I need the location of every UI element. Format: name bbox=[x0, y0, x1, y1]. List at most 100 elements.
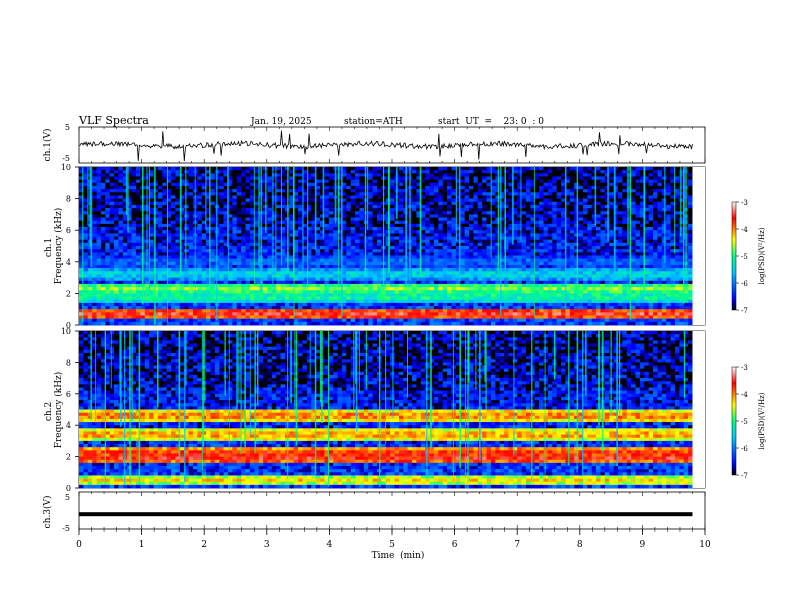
ch1-spectrogram-cell bbox=[434, 233, 439, 236]
ch1-spectrogram-cell bbox=[175, 227, 180, 230]
ch1-spectrogram-cell bbox=[92, 195, 97, 198]
ch1-spectrogram-cell bbox=[587, 189, 592, 192]
ch1-spectrogram-cell bbox=[657, 224, 662, 227]
ch1-spectrogram-cell bbox=[653, 167, 658, 170]
ch1-spectrogram-cell bbox=[526, 202, 531, 205]
ch1-spectrogram-cell bbox=[631, 195, 636, 198]
ch1-spectrogram-cell bbox=[662, 205, 667, 208]
ch1-spectrogram-cell bbox=[653, 180, 658, 183]
ch1-spectrogram-cell bbox=[254, 243, 259, 246]
ch1-spectrogram-cell bbox=[136, 211, 141, 214]
ch1-spectrogram-cell bbox=[653, 230, 658, 233]
ch1-spectrogram-cell bbox=[430, 195, 435, 198]
ch1-spectrogram-cell bbox=[522, 192, 527, 195]
ch1-spectrogram-cell bbox=[618, 199, 623, 202]
ch1-spectrogram-cell bbox=[438, 176, 443, 179]
ch1-spectrogram-cell bbox=[114, 183, 119, 186]
ch1-spectrogram-cell bbox=[596, 170, 601, 173]
ch1-spectrogram-cell bbox=[254, 268, 259, 271]
ch1-spectrogram-cell bbox=[592, 274, 597, 277]
ch1-spectrogram-cell bbox=[276, 243, 281, 246]
ch1-spectrogram-cell bbox=[232, 214, 237, 217]
ch1-spectrogram-cell bbox=[267, 205, 272, 208]
ch1-spectrogram-cell bbox=[469, 246, 474, 249]
ch1-spectrogram-cell bbox=[662, 255, 667, 258]
ch1-spectrogram-cell bbox=[246, 243, 251, 246]
ch1-spectrogram-cell bbox=[329, 218, 334, 221]
ch1-spectrogram-cell bbox=[557, 211, 562, 214]
ch1-spectrogram-cell bbox=[649, 202, 654, 205]
ch1-spectrogram-cell bbox=[438, 230, 443, 233]
ch1-spectrogram-cell bbox=[543, 189, 548, 192]
ch1-spectrogram-cell bbox=[535, 211, 540, 214]
ch1-spectrogram-cell bbox=[210, 230, 215, 233]
ch1-spectrogram-cell bbox=[351, 170, 356, 173]
ch1-spectrogram-cell bbox=[246, 252, 251, 255]
ch1-spectrogram-cell bbox=[570, 221, 575, 224]
ch1-spectrogram-cell bbox=[469, 195, 474, 198]
ch1-spectrogram-cell bbox=[267, 214, 272, 217]
ch1-spectrogram-cell bbox=[622, 173, 627, 176]
ch1-spectrogram-cell bbox=[92, 176, 97, 179]
ch1-spectrogram-cell bbox=[421, 240, 426, 243]
ch1-spectrogram-cell bbox=[224, 255, 229, 258]
ch1-spectrogram-cell bbox=[574, 195, 579, 198]
ch1-spectrogram-cell bbox=[263, 249, 268, 252]
ch1-spectrogram-cell bbox=[329, 186, 334, 189]
ch1-spectrogram-cell bbox=[246, 233, 251, 236]
ch1-spectrogram-cell bbox=[430, 246, 435, 249]
ch1-spectrogram-cell bbox=[649, 262, 654, 265]
ch1-spectrogram-cell bbox=[574, 211, 579, 214]
ch1-spectrogram-cell bbox=[434, 252, 439, 255]
ch1-spectrogram-cell bbox=[649, 252, 654, 255]
ch1-spectrogram-cell bbox=[412, 265, 417, 268]
ch1-spectrogram-cell bbox=[482, 246, 487, 249]
ch1-spectrogram-cell bbox=[162, 265, 167, 268]
ch1-spectrogram-cell bbox=[267, 259, 272, 262]
ch1-spectrogram-cell bbox=[478, 221, 483, 224]
ch1-spectrogram-cell bbox=[162, 202, 167, 205]
ch1-spectrogram-cell bbox=[451, 176, 456, 179]
ch1-spectrogram-cell bbox=[522, 167, 527, 170]
ch1-spectrogram-cell bbox=[368, 214, 373, 217]
ch1-spectrogram-cell bbox=[219, 224, 224, 227]
ch1-spectrogram-cell bbox=[649, 265, 654, 268]
ch1-spectrogram-cell bbox=[359, 214, 364, 217]
ch1-spectrogram-cell bbox=[460, 274, 465, 277]
ch1-spectrogram-cell bbox=[443, 189, 448, 192]
ch1-spectrogram-cell bbox=[570, 262, 575, 265]
ch1-spectrogram-cell bbox=[487, 240, 492, 243]
ch1-spectrogram-cell bbox=[105, 255, 110, 258]
ch1-spectrogram-cell bbox=[241, 274, 246, 277]
ch1-spectrogram-cell bbox=[184, 265, 189, 268]
ch1-spectrogram-cell bbox=[83, 195, 88, 198]
ch1-spectrogram-cell bbox=[482, 221, 487, 224]
ch1-spectrogram-cell bbox=[399, 176, 404, 179]
ch1-spectrogram-cell bbox=[197, 170, 202, 173]
ch1-spectrogram-cell bbox=[123, 221, 128, 224]
ch1-spectrogram-cell bbox=[636, 259, 641, 262]
ch1-spectrogram-cell bbox=[105, 227, 110, 230]
ch1-spectrogram-cell bbox=[118, 249, 123, 252]
ch1-spectrogram-cell bbox=[609, 202, 614, 205]
ch1-spectrogram-cell bbox=[281, 271, 286, 274]
ch1-spectrogram-cell bbox=[425, 268, 430, 271]
ch1-spectrogram-cell bbox=[320, 252, 325, 255]
ch1-spectrogram-cell bbox=[92, 186, 97, 189]
ch1-spectrogram-cell bbox=[447, 224, 452, 227]
ch1-spectrogram-cell bbox=[557, 262, 562, 265]
ch1-spectrogram-cell bbox=[377, 205, 382, 208]
ch1-spectrogram-cell bbox=[671, 259, 676, 262]
ch1-spectrogram-cell bbox=[487, 271, 492, 274]
ch1-spectrogram-cell bbox=[377, 271, 382, 274]
ch1-spectrogram-cell bbox=[631, 268, 636, 271]
ch1-spectrogram-cell bbox=[184, 221, 189, 224]
ch1-spectrogram-cell bbox=[622, 183, 627, 186]
ch1-spectrogram-cell bbox=[373, 173, 378, 176]
ch1-spectrogram-cell bbox=[688, 192, 693, 195]
ch1-spectrogram-cell bbox=[447, 218, 452, 221]
ch1-spectrogram-cell bbox=[123, 218, 128, 221]
ch1-spectrogram-cell bbox=[451, 268, 456, 271]
ch1-spectrogram-cell bbox=[653, 173, 658, 176]
ch1-spectrogram-cell bbox=[355, 186, 360, 189]
